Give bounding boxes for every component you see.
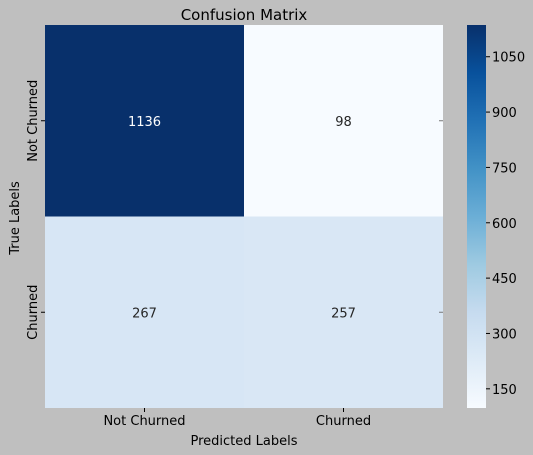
heatmap-cell — [45, 25, 244, 217]
colorbar-tick-label: 150 — [492, 383, 517, 398]
colorbar-tick-label: 1050 — [492, 51, 525, 66]
cell-value-label: 267 — [132, 306, 157, 321]
heatmap-cell — [244, 216, 443, 408]
y-tick-label: Churned — [26, 285, 41, 340]
chart-title: Confusion Matrix — [181, 6, 308, 24]
x-tick-label: Churned — [316, 414, 371, 429]
cell-value-label: 98 — [335, 115, 352, 130]
colorbar-tick-label: 750 — [492, 161, 517, 176]
x-tick-label: Not Churned — [103, 414, 185, 429]
colorbar-tick-label: 600 — [492, 217, 517, 232]
x-axis-label: Predicted Labels — [190, 434, 297, 449]
heatmap-cell — [244, 25, 443, 217]
x-axis-ticks: Not Churned Churned — [103, 408, 371, 429]
colorbar-tick-label: 450 — [492, 272, 517, 287]
colorbar-tick-label: 300 — [492, 327, 517, 342]
heatmap-cell — [45, 216, 244, 408]
y-axis-label: True Labels — [8, 181, 23, 256]
heatmap-cell-labels: 1136 98 267 257 — [128, 115, 356, 322]
colorbar-tick-label: 900 — [492, 106, 517, 121]
colorbar-ticks: 150 300 450 600 750 900 1050 — [486, 51, 525, 398]
y-tick-label: Not Churned — [26, 80, 41, 162]
cell-value-label: 1136 — [128, 115, 161, 130]
heatmap-cells — [45, 25, 443, 408]
colorbar — [467, 25, 486, 408]
y-axis-ticks: Not Churned Churned — [26, 80, 443, 340]
cell-value-label: 257 — [331, 306, 356, 321]
